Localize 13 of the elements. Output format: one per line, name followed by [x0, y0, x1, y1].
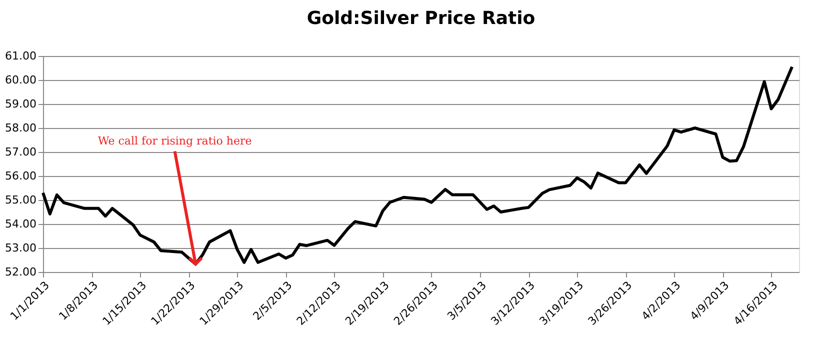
y-tick-label: 59.00 — [5, 98, 36, 110]
y-tick-label: 57.00 — [5, 146, 36, 158]
annotation: We call for rising ratio here — [98, 134, 252, 148]
y-tick-label: 61.00 — [5, 50, 36, 62]
y-tick-label: 58.00 — [5, 122, 36, 134]
chart-title: Gold:Silver Price Ratio — [306, 8, 536, 29]
y-tick-label: 55.00 — [5, 194, 36, 206]
y-tick-label: 54.00 — [5, 218, 36, 230]
y-tick-label: 53.00 — [5, 242, 36, 254]
line-series — [42, 65, 794, 266]
y-tick-label: 60.00 — [5, 74, 36, 86]
y-tick-label: 56.00 — [5, 170, 36, 182]
y-tick-label: 52.00 — [5, 266, 36, 278]
